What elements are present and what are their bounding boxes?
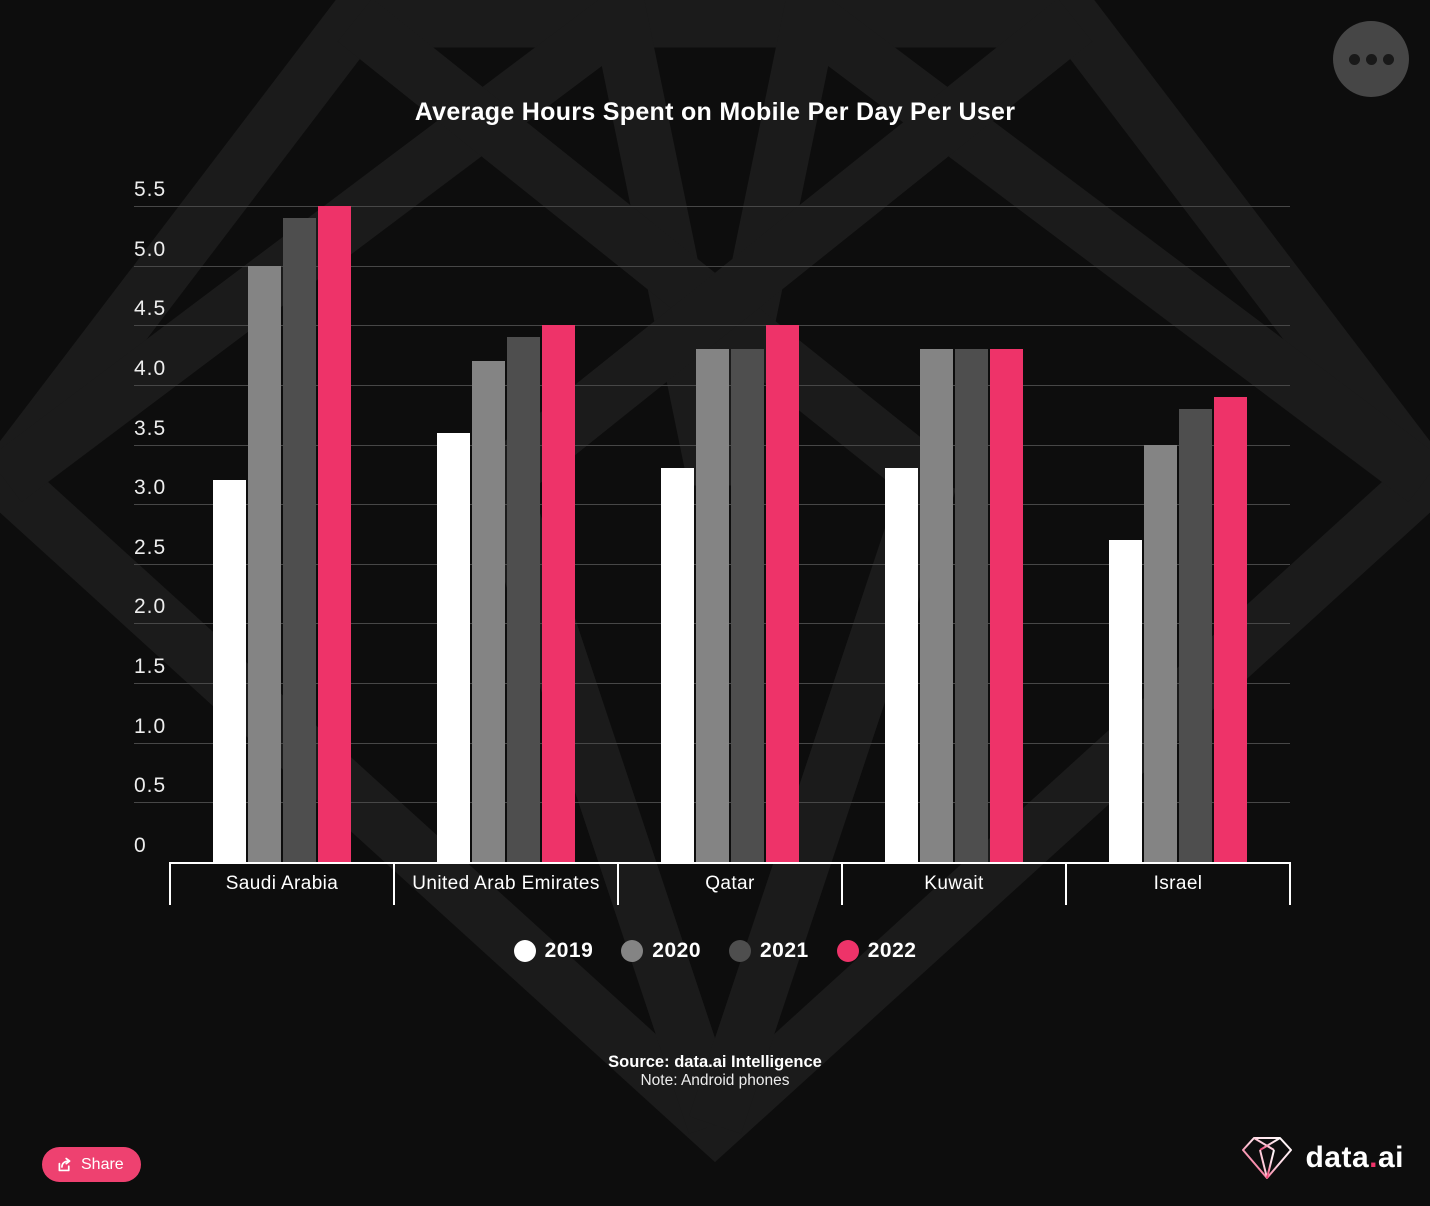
bar-saudi-arabia-2019 — [213, 480, 246, 862]
ellipsis-icon — [1348, 53, 1360, 65]
share-button-label: Share — [81, 1155, 124, 1173]
y-axis-tick-label: 1.5 — [134, 655, 167, 679]
chart-legend: 2019 2020 2021 2022 — [0, 936, 1430, 966]
y-axis-tick-label: 0.5 — [134, 774, 167, 798]
legend-item-2021: 2021 — [729, 939, 809, 963]
x-axis-tick — [1289, 862, 1291, 905]
y-axis-tick-label: 4.0 — [134, 356, 167, 380]
legend-swatch-icon — [729, 940, 751, 962]
bar-qatar-2021 — [731, 349, 764, 862]
x-axis-tick — [1065, 862, 1067, 905]
ellipsis-icon — [1365, 53, 1377, 65]
y-gridline — [134, 265, 1290, 267]
y-gridline — [134, 206, 1290, 207]
y-axis-tick-label: 2.0 — [134, 595, 167, 619]
bar-qatar-2019 — [661, 468, 694, 862]
x-axis-category-label: Israel — [1153, 873, 1203, 894]
y-axis-tick-label: 0 — [134, 834, 147, 857]
legend-label: 2021 — [760, 939, 809, 962]
x-axis-category-label: United Arab Emirates — [412, 873, 600, 894]
bar-united-arab-emirates-2022 — [542, 325, 575, 862]
y-axis-tick-label: 1.0 — [134, 714, 167, 738]
chart-title: Average Hours Spent on Mobile Per Day Pe… — [414, 98, 1016, 126]
y-axis-tick-label: 5.5 — [134, 178, 167, 201]
legend-label: 2019 — [544, 939, 594, 962]
share-button[interactable]: Share — [42, 1147, 141, 1182]
share-export-icon — [58, 1157, 71, 1172]
x-axis-category-label: Kuwait — [924, 873, 984, 894]
legend-swatch-icon — [621, 940, 644, 962]
y-axis-tick-label: 4.5 — [134, 297, 167, 321]
y-gridline — [134, 325, 1290, 327]
bar-qatar-2022 — [766, 325, 799, 862]
brand-wordmark: data.ai — [1305, 1141, 1404, 1174]
bar-united-arab-emirates-2019 — [437, 432, 470, 862]
bar-saudi-arabia-2022 — [318, 206, 351, 862]
bar-kuwait-2019 — [885, 468, 918, 862]
x-axis-tick — [617, 862, 619, 905]
gem-icon — [1242, 1137, 1293, 1179]
y-axis-tick-label: 3.5 — [134, 416, 167, 440]
legend-label: 2022 — [867, 939, 917, 962]
legend-item-2022: 2022 — [836, 939, 917, 963]
bar-united-arab-emirates-2021 — [507, 337, 540, 862]
bar-israel-2021 — [1179, 408, 1212, 862]
y-axis-tick-label: 2.5 — [134, 535, 167, 559]
x-axis-category-label: Saudi Arabia — [225, 873, 339, 894]
data-ai-logo: data.ai — [1241, 1134, 1404, 1182]
x-axis-tick — [169, 862, 171, 905]
bar-qatar-2020 — [696, 349, 729, 862]
legend-item-2020: 2020 — [621, 939, 701, 963]
legend-swatch-icon — [836, 940, 859, 962]
x-axis-line — [170, 862, 1290, 864]
y-axis-tick-label: 3.0 — [134, 476, 167, 500]
bar-saudi-arabia-2021 — [283, 217, 316, 862]
y-axis-tick-label: 5.0 — [134, 237, 167, 261]
x-axis-tick — [841, 862, 843, 905]
bar-united-arab-emirates-2020 — [472, 361, 505, 862]
bar-kuwait-2022 — [990, 349, 1023, 862]
bar-saudi-arabia-2020 — [248, 265, 281, 862]
bar-kuwait-2020 — [920, 349, 953, 862]
bar-kuwait-2021 — [955, 349, 988, 862]
legend-item-2019: 2019 — [513, 939, 594, 963]
x-axis-tick — [393, 862, 395, 905]
ellipsis-icon — [1382, 53, 1394, 65]
ellipsis-menu-button[interactable] — [1333, 21, 1409, 97]
bar-israel-2020 — [1144, 444, 1177, 862]
x-axis-category-label: Qatar — [705, 873, 755, 894]
source-block: Source: data.ai Intelligence Note: Andro… — [0, 1053, 1430, 1090]
bar-israel-2019 — [1109, 539, 1142, 862]
note-text: Note: Android phones — [640, 1072, 790, 1089]
source-text: Source: data.ai Intelligence — [608, 1053, 822, 1071]
bar-israel-2022 — [1214, 396, 1247, 862]
legend-swatch-icon — [513, 940, 536, 962]
legend-label: 2020 — [652, 939, 701, 962]
